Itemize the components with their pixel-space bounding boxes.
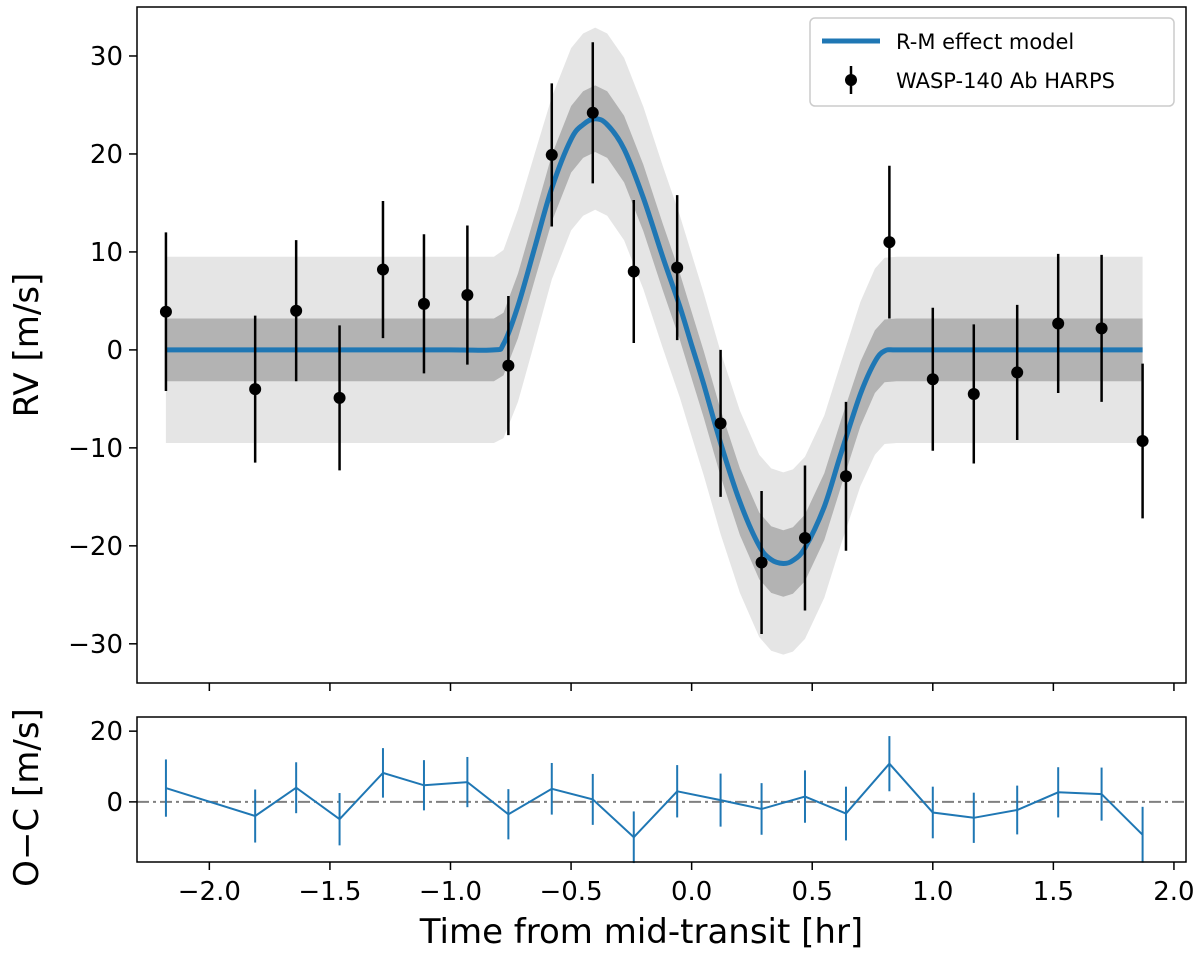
rv-marker [755,556,768,569]
rv-marker [502,359,515,372]
y-tick-label: 0 [106,336,123,366]
x-tick-label: 0.5 [792,877,833,907]
rv-data-point [1052,253,1065,394]
confidence-bands [165,27,1143,655]
rv-data-point [714,349,727,497]
x-tick-label: 1.0 [912,877,953,907]
x-tick-label: −1.0 [419,877,482,907]
rv-data-point [461,225,474,365]
x-tick-label: −1.5 [298,877,361,907]
y-tick-label: −30 [68,630,123,660]
x-tick-label: 1.5 [1033,877,1074,907]
residual-plot-frame [136,716,1187,863]
residual-line [165,762,1144,839]
rv-marker [1052,317,1065,330]
y-tick-label: −20 [68,532,123,562]
rv-marker [333,391,346,404]
rv-data-point [839,401,852,551]
rv-marker [839,470,852,483]
x-tick-label: 0.0 [671,877,712,907]
rv-data-point [671,195,684,341]
main-y-axis-label: RV [m/s] [7,273,47,418]
legend-box [809,17,1175,107]
rv-marker [586,106,599,119]
legend: R-M effect model WASP-140 Ab HARPS [809,17,1175,107]
legend-data-swatch-marker [845,74,857,86]
y-tick-label: 20 [90,140,123,170]
rv-marker [290,304,303,317]
rv-data-point [798,465,811,611]
rv-data-point [376,200,389,339]
x-tick-label: 2.0 [1153,877,1194,907]
inner-confidence-band [165,85,1143,597]
y-tick-label: 10 [90,238,123,268]
x-tick-label: −2.0 [178,877,241,907]
x-axis-label: Time from mid-transit [hr] [419,912,863,952]
x-tick-label: −0.5 [539,877,602,907]
rv-data-point [586,42,599,184]
rv-data-point [967,324,980,464]
rv-data-point [755,490,768,635]
legend-model-label: R-M effect model [896,30,1074,54]
rv-marker [1095,322,1108,335]
data-points-group [159,42,1149,635]
rv-marker [671,261,684,274]
rv-data-point [333,325,346,471]
rv-data-point [1095,254,1108,402]
rv-marker [1011,366,1024,379]
rv-marker [545,148,558,161]
rv-marker [249,383,262,396]
rv-marker [627,265,640,278]
model-curve-group [165,116,1143,567]
residual-y-ticks: 0 20 [90,717,137,818]
rv-data-point [926,307,939,451]
main-x-ticks [208,683,1175,691]
rv-data-point [627,200,640,344]
rv-data-point [249,315,262,463]
rv-data-point [545,83,558,227]
y-tick-label: 30 [90,42,123,72]
rv-marker [159,305,172,318]
rv-marker [714,417,727,430]
residuals-panel: 0 20 −2.0 −1.5 −1.0 −0.5 0.0 0.5 1.0 1.5 2.0 O−C … [7,708,1195,952]
legend-data-label: WASP-140 Ab HARPS [896,69,1115,93]
rv-marker [967,387,980,400]
rv-data-point [502,296,515,436]
y-tick-label: −10 [68,434,123,464]
main-y-ticks: −30 −20 −10 0 10 20 30 [68,42,137,660]
rv-data-point [1136,363,1149,519]
rv-data-point [417,234,430,374]
rm-model-curve [165,116,1143,567]
residual-x-ticks: −2.0 −1.5 −1.0 −0.5 0.0 0.5 1.0 1.5 2.0 [178,862,1195,907]
rv-marker [798,532,811,545]
rv-marker [417,297,430,310]
residual-y-axis-label: O−C [m/s] [7,708,47,887]
residual-y-tick-label: 20 [90,717,123,747]
rv-marker [926,373,939,386]
residual-series-group [164,736,1144,864]
rv-marker [1136,435,1149,448]
rv-marker [883,236,896,249]
rv-data-point [1011,304,1024,441]
rv-marker [376,263,389,276]
main-plot-frame [136,6,1187,684]
residual-y-tick-label: 0 [106,788,123,818]
rv-data-point [290,240,303,382]
rv-data-point [883,165,896,319]
rv-data-point [159,232,172,392]
rv-marker [461,289,474,302]
main-panel: −30 −20 −10 0 10 20 30 RV [m/s] R-M effect mod… [7,6,1187,691]
